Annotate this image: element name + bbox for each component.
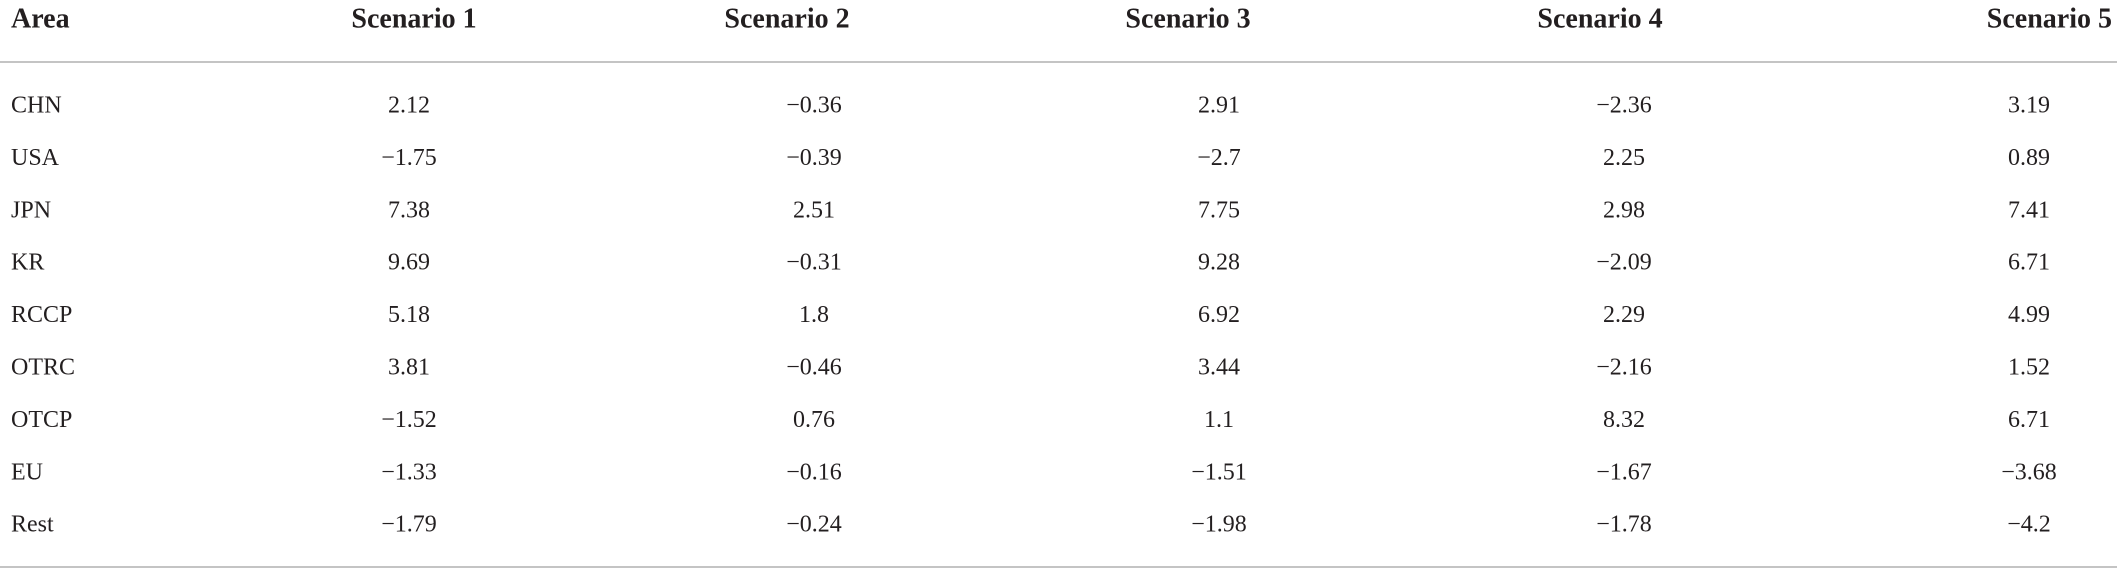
cell: 2.25 [1603,145,1645,171]
cell: 2.12 [388,93,430,119]
cell: 0.89 [2008,145,2050,171]
header-cell: Scenario 2 [724,3,849,34]
cell: −2.16 [1596,355,1652,381]
cell: −4.2 [2007,512,2051,538]
cell: −1.79 [381,512,437,538]
cell: 9.28 [1198,250,1240,276]
cell: 7.75 [1198,197,1240,223]
header-cell: Scenario 3 [1125,3,1250,34]
row-label: RCCP [11,302,72,328]
header-cell: Scenario 1 [351,3,476,34]
cell: −1.98 [1191,512,1247,538]
cell: 8.32 [1603,407,1645,433]
row-label: OTCP [11,407,72,433]
cell: 3.81 [388,355,430,381]
cell: −0.39 [786,145,842,171]
row-label: Rest [11,512,54,538]
cell: 4.99 [2008,302,2050,328]
cell: 7.38 [388,197,430,223]
row-label: JPN [11,197,51,223]
cell: −1.78 [1596,512,1652,538]
row-label: CHN [11,93,62,119]
cell: 7.41 [2008,197,2050,223]
cell: 1.52 [2008,355,2050,381]
row-label: OTRC [11,355,75,381]
cell: 2.91 [1198,93,1240,119]
cell: −1.52 [381,407,437,433]
header-cell: Scenario 4 [1537,3,1662,34]
cell: 2.51 [793,197,835,223]
cell: 6.71 [2008,407,2050,433]
cell: 6.71 [2008,250,2050,276]
cell: −0.31 [786,250,842,276]
cell: 2.29 [1603,302,1645,328]
cell: 1.1 [1204,407,1234,433]
cell: −1.33 [381,459,437,485]
cell: 3.19 [2008,93,2050,119]
cell: −0.24 [786,512,842,538]
row-label: USA [11,145,60,171]
cell: −1.67 [1596,459,1652,485]
row-label: KR [11,250,44,276]
cell: −0.16 [786,459,842,485]
cell: −2.7 [1197,145,1241,171]
header-cell: Scenario 5 [1987,3,2112,34]
cell: −1.75 [381,145,437,171]
cell: 1.8 [799,302,829,328]
cell: −1.51 [1191,459,1247,485]
cell: −0.46 [786,355,842,381]
row-label: EU [11,459,43,485]
cell: 3.44 [1198,355,1240,381]
cell: −2.09 [1596,250,1652,276]
cell: 5.18 [388,302,430,328]
cell: 6.92 [1198,302,1240,328]
cell: −2.36 [1596,93,1652,119]
cell: −3.68 [2001,459,2057,485]
header-cell: Area [11,3,70,34]
cell: 0.76 [793,407,835,433]
cell: 9.69 [388,250,430,276]
cell: 2.98 [1603,197,1645,223]
cell: −0.36 [786,93,842,119]
